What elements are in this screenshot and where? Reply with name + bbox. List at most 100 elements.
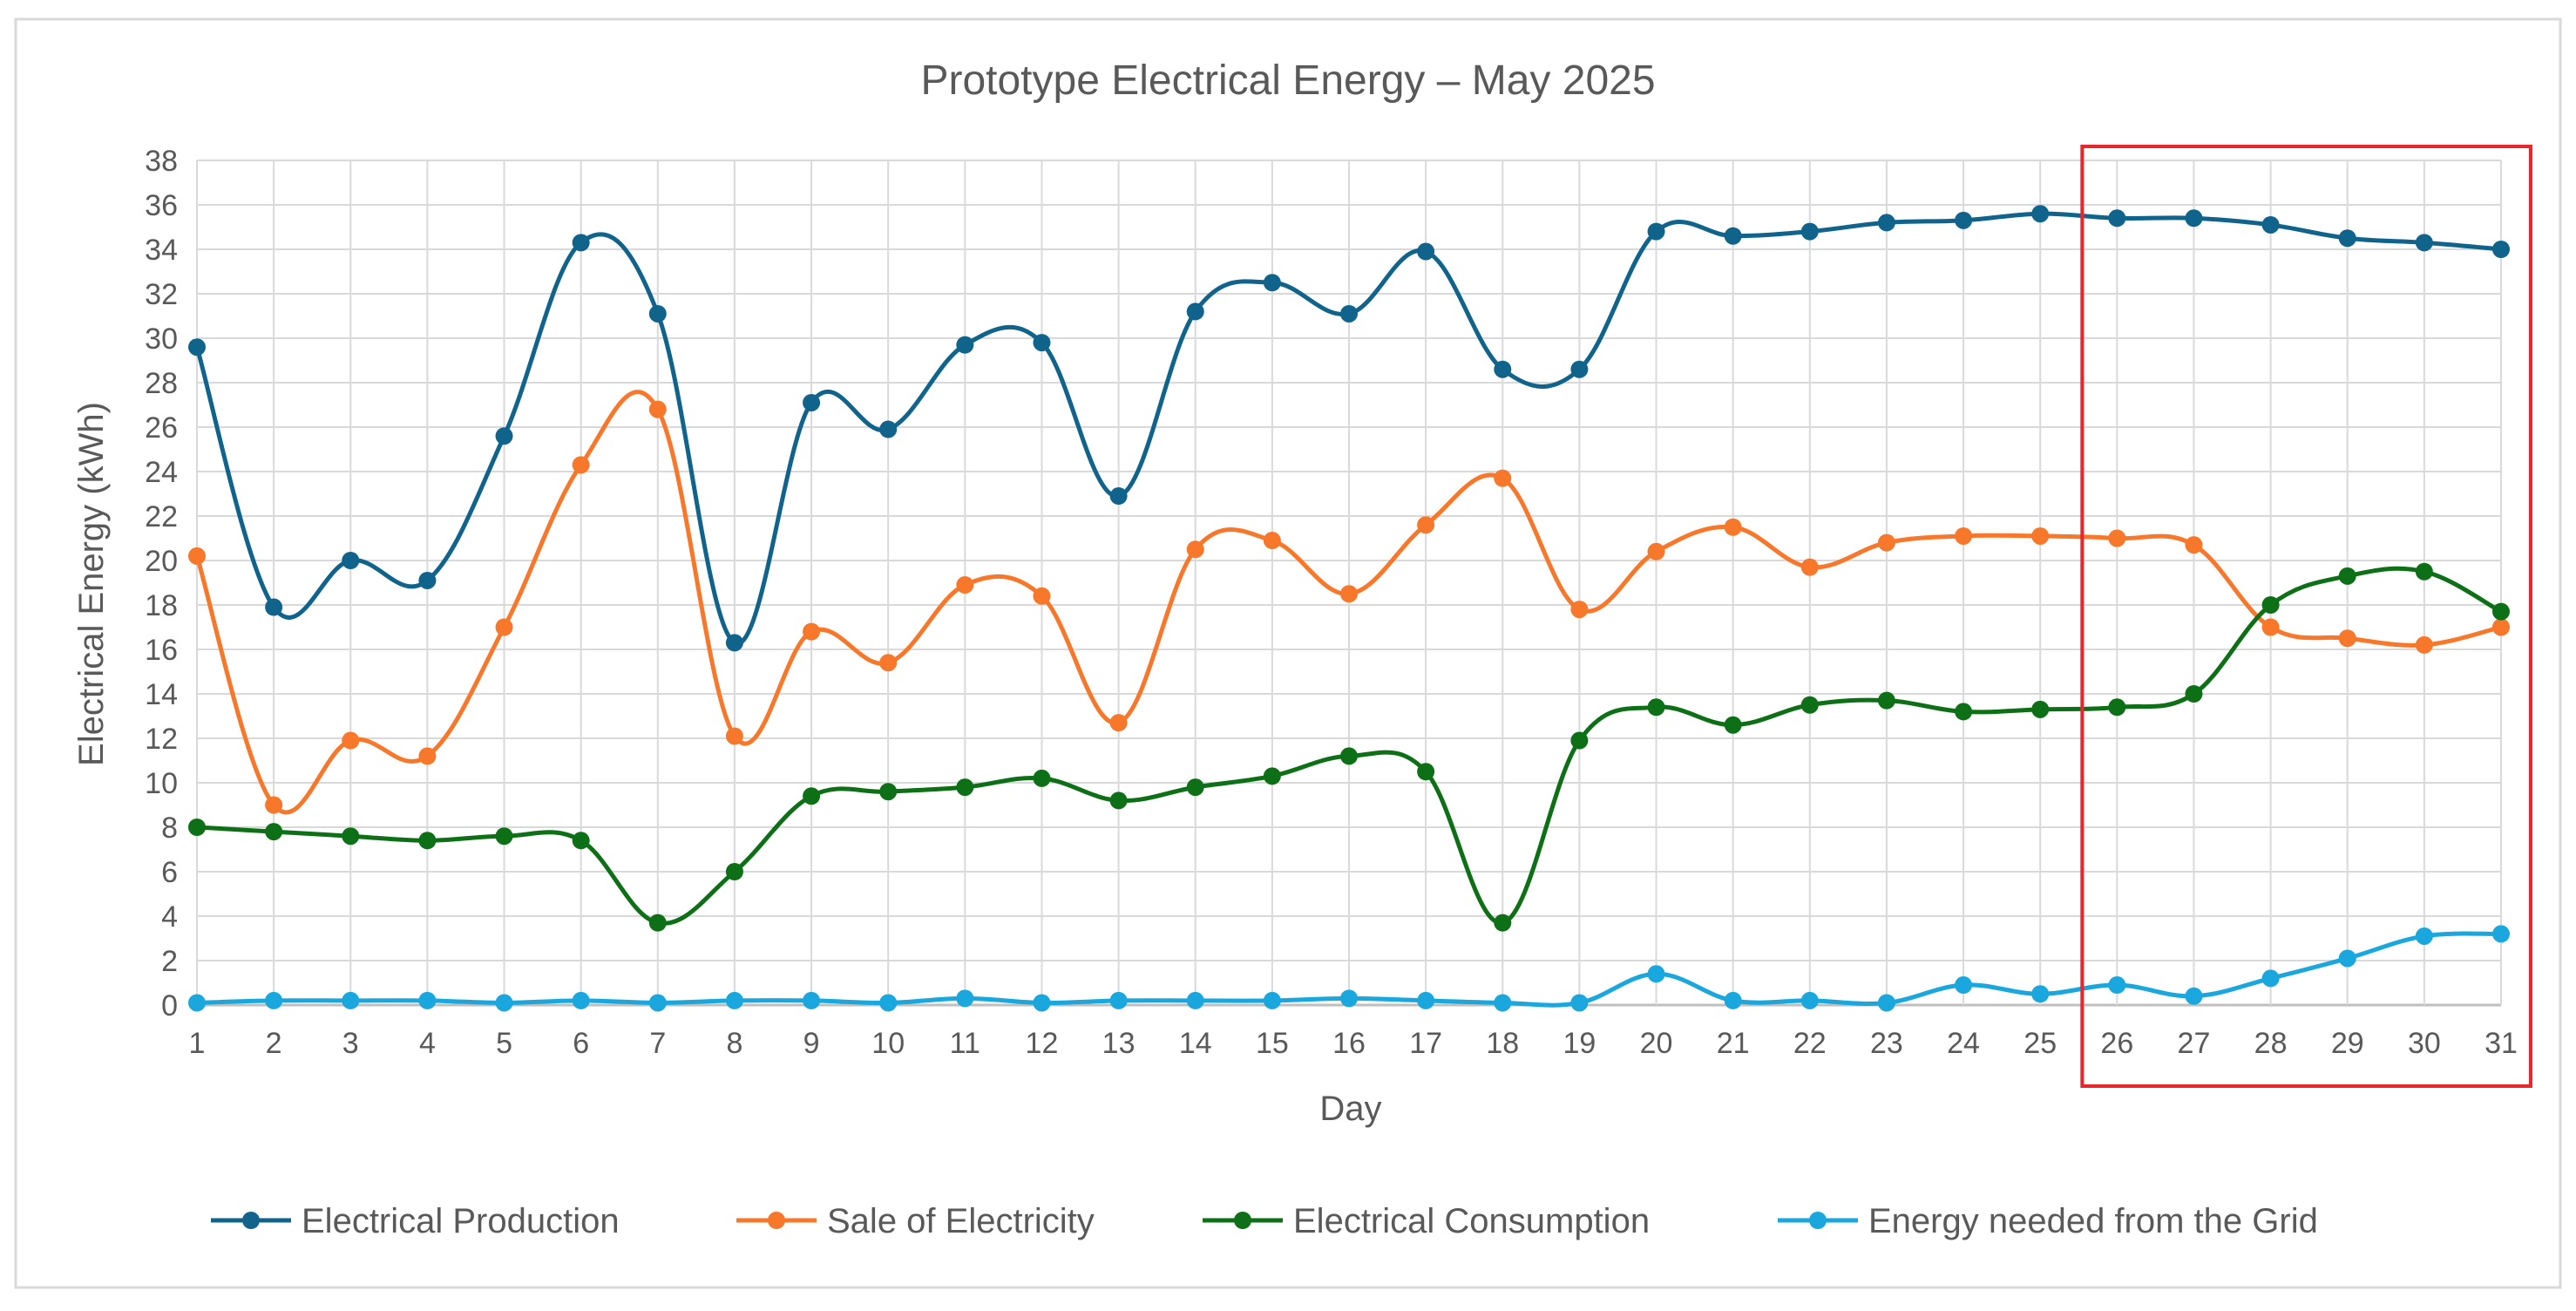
legend-marker	[768, 1212, 785, 1229]
data-point	[803, 787, 821, 805]
y-tick-label: 4	[161, 900, 178, 934]
legend-item-1: Sale of Electricity	[736, 1202, 1095, 1240]
data-point	[2108, 529, 2126, 547]
data-point	[1877, 533, 1895, 552]
x-tick-label: 2	[266, 1027, 282, 1060]
x-tick-label: 15	[1256, 1027, 1289, 1060]
data-point	[1647, 965, 1665, 983]
legend-label: Electrical Production	[302, 1202, 620, 1240]
y-tick-label: 2	[161, 945, 178, 978]
data-point	[572, 991, 590, 1009]
data-point	[1494, 360, 1512, 378]
data-point	[1647, 698, 1665, 717]
data-point	[2185, 209, 2203, 228]
data-point	[1186, 302, 1204, 321]
data-point	[2185, 536, 2203, 554]
data-point	[495, 827, 513, 846]
data-point	[2108, 976, 2126, 995]
data-point	[648, 304, 667, 323]
legend-label: Electrical Consumption	[1293, 1202, 1650, 1240]
data-point	[1955, 976, 1973, 995]
x-tick-label: 6	[573, 1027, 589, 1060]
data-point	[188, 547, 206, 565]
data-point	[956, 989, 974, 1008]
y-tick-label: 10	[145, 767, 178, 800]
data-point	[188, 819, 206, 836]
x-axis-label: Day	[1319, 1090, 1381, 1128]
series-0	[188, 205, 2510, 652]
x-tick-label: 23	[1870, 1027, 1903, 1060]
data-point	[803, 393, 821, 411]
data-point	[2185, 685, 2203, 703]
data-point	[1186, 778, 1204, 797]
data-point	[2108, 698, 2126, 717]
data-point	[2108, 209, 2126, 228]
data-point	[2338, 567, 2356, 585]
data-point	[342, 827, 360, 846]
y-tick-label: 36	[145, 189, 178, 222]
data-point	[1417, 516, 1435, 534]
y-tick-label: 14	[145, 678, 178, 711]
data-point	[1033, 994, 1051, 1012]
data-point	[2415, 234, 2433, 252]
data-point	[1340, 747, 1358, 765]
legend: Electrical Production Sale of Electricity…	[211, 1202, 2318, 1240]
data-point	[1417, 991, 1435, 1009]
data-point	[879, 994, 898, 1012]
data-point	[1955, 211, 1973, 229]
y-tick-label: 18	[145, 589, 178, 622]
data-point	[1800, 222, 1819, 241]
legend-marker	[242, 1212, 260, 1229]
data-point	[1877, 214, 1895, 232]
data-point	[1340, 304, 1358, 323]
data-point	[956, 576, 974, 594]
x-tick-label: 19	[1563, 1027, 1596, 1060]
legend-item-2: Electrical Consumption	[1203, 1202, 1650, 1240]
data-point	[2261, 618, 2280, 636]
x-axis-ticks: 1 2 3 4 5 6 7 8 9 10 11 12 13 14 15 16 17 18 19 20 21 22 23 24 2…	[189, 1027, 2518, 1060]
x-tick-label: 9	[803, 1027, 820, 1060]
data-point	[1033, 334, 1051, 352]
data-point	[1955, 703, 1973, 721]
data-point	[2031, 526, 2050, 545]
y-tick-label: 12	[145, 723, 178, 756]
series-1	[188, 390, 2510, 815]
y-tick-label: 26	[145, 411, 178, 445]
data-point	[1647, 542, 1665, 560]
data-point	[1570, 601, 1589, 619]
data-point	[2338, 629, 2356, 648]
y-tick-label: 32	[145, 278, 178, 311]
data-point	[2261, 596, 2280, 614]
data-point	[1494, 469, 1512, 487]
data-point	[188, 338, 206, 357]
data-point	[2031, 205, 2050, 223]
x-tick-label: 18	[1486, 1027, 1519, 1060]
legend-item-0: Electrical Production	[211, 1202, 620, 1240]
data-point	[495, 994, 513, 1012]
x-tick-label: 31	[2484, 1027, 2518, 1060]
data-point	[1109, 991, 1128, 1009]
data-point	[2031, 985, 2050, 1003]
data-point	[1647, 222, 1665, 241]
y-tick-label: 22	[145, 500, 178, 533]
legend-marker	[1809, 1212, 1827, 1229]
data-point	[2261, 969, 2280, 988]
data-point	[418, 747, 437, 765]
data-point	[265, 823, 283, 841]
y-tick-label: 8	[161, 812, 178, 845]
data-point	[2415, 635, 2433, 654]
data-point	[1877, 691, 1895, 710]
data-point	[1109, 487, 1128, 506]
data-point	[1570, 731, 1589, 750]
data-point	[1494, 914, 1512, 932]
data-point	[2492, 602, 2510, 621]
data-point	[265, 598, 283, 616]
data-point	[342, 552, 360, 569]
x-tick-label: 13	[1102, 1027, 1135, 1060]
data-point	[418, 991, 437, 1009]
data-point	[956, 336, 974, 354]
data-point	[1340, 585, 1358, 603]
data-point	[2338, 949, 2356, 968]
